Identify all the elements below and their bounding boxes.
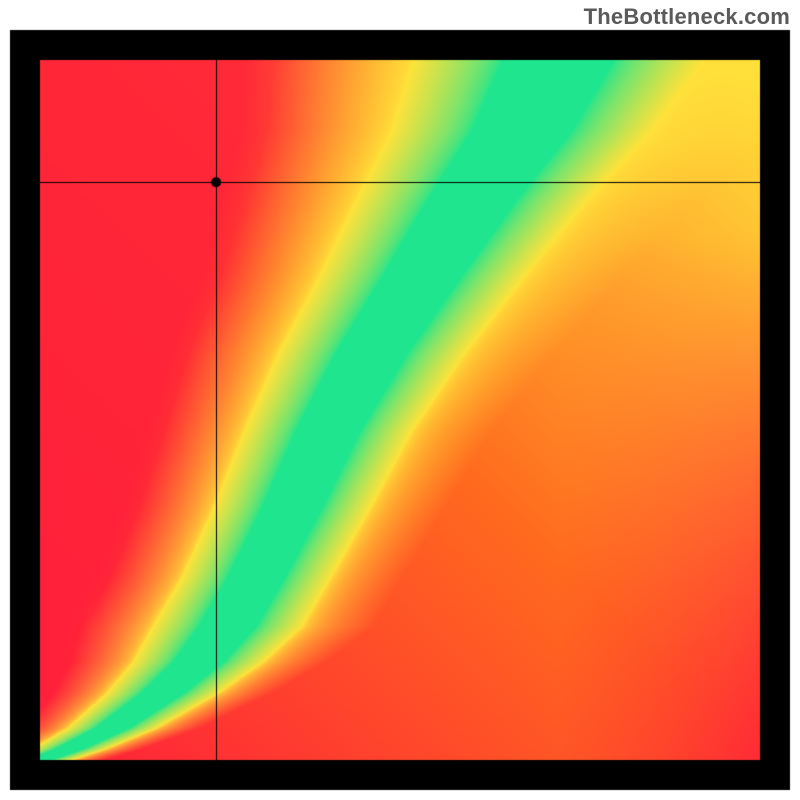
chart-container: { "watermark": { "text": "TheBottleneck.… [0,0,800,800]
heatmap-canvas-wrap [0,0,800,800]
watermark-text: TheBottleneck.com [584,4,790,30]
heatmap-canvas [0,0,800,800]
